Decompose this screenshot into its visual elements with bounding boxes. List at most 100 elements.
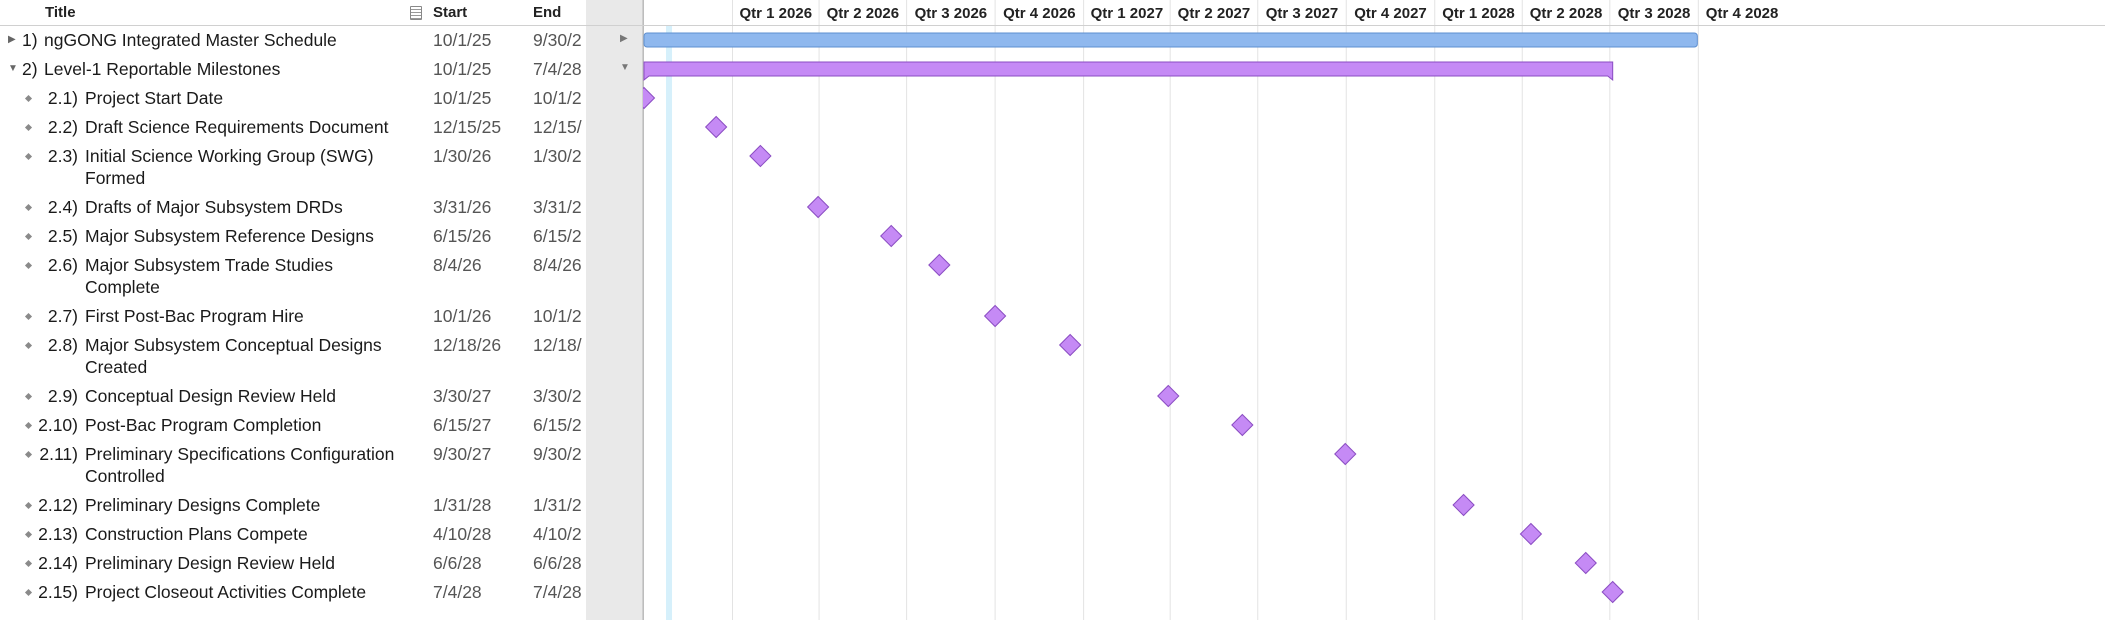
- milestone-diamond[interactable]: [806, 195, 830, 219]
- task-number: 2.6): [47, 255, 78, 275]
- task-title[interactable]: Post-Bac Program Completion: [85, 415, 322, 435]
- task-title[interactable]: Major Subsystem Trade Studies Complete: [85, 255, 334, 297]
- task-title[interactable]: Initial Science Working Group (SWG) Form…: [85, 146, 374, 188]
- task-title[interactable]: Major Subsystem Reference Designs: [85, 226, 374, 246]
- task-start-date[interactable]: 10/1/26: [433, 306, 492, 326]
- task-start-date[interactable]: 10/1/25: [433, 59, 492, 79]
- task-start-date[interactable]: 1/31/28: [433, 495, 492, 515]
- task-end-date[interactable]: 1/30/2: [533, 146, 582, 166]
- column-header-start[interactable]: Start: [433, 4, 468, 21]
- milestone-diamond[interactable]: [1601, 580, 1624, 604]
- task-end-date[interactable]: 9/30/2: [533, 30, 582, 50]
- task-start-date[interactable]: 3/30/27: [433, 386, 492, 406]
- quarter-label: Qtr 3 2027: [1266, 5, 1339, 22]
- outline-gantt-divider[interactable]: ▶ ▼: [586, 0, 643, 620]
- task-title[interactable]: ngGONG Integrated Master Schedule: [44, 30, 337, 50]
- task-start-date[interactable]: 1/30/26: [433, 146, 492, 166]
- milestone-diamond[interactable]: [928, 253, 951, 277]
- task-start-date[interactable]: 6/15/27: [433, 415, 492, 435]
- task-number: 2.14): [38, 553, 78, 573]
- task-number: 2.3): [47, 146, 78, 166]
- row-bullet-icon: [24, 530, 33, 539]
- task-number: 2.13): [38, 524, 78, 544]
- task-title[interactable]: Draft Science Requirements Document: [85, 117, 389, 137]
- task-number: 2.5): [47, 226, 78, 246]
- milestone-diamond[interactable]: [1231, 413, 1254, 437]
- milestone-diamond[interactable]: [983, 304, 1007, 328]
- quarter-label: Qtr 3 2028: [1618, 5, 1691, 22]
- summary-bar[interactable]: [643, 32, 1698, 48]
- gantt-collapse-arrow-icon[interactable]: ▼: [620, 62, 630, 73]
- milestone-diamond[interactable]: [1574, 551, 1597, 575]
- task-number: 2.4): [47, 197, 78, 217]
- task-start-date[interactable]: 8/4/26: [433, 255, 482, 275]
- task-title[interactable]: Construction Plans Compete: [85, 524, 308, 544]
- task-end-date[interactable]: 1/31/2: [533, 495, 582, 515]
- task-end-date[interactable]: 12/15/: [533, 117, 582, 137]
- task-start-date[interactable]: 10/1/25: [433, 30, 492, 50]
- today-marker: [666, 26, 673, 620]
- quarter-label: Qtr 1 2028: [1442, 5, 1515, 22]
- row-bullet-icon: [24, 588, 33, 597]
- milestone-diamond[interactable]: [1452, 493, 1475, 517]
- milestone-diamond[interactable]: [1334, 442, 1357, 466]
- milestone-diamond[interactable]: [643, 86, 656, 110]
- row-bullet-icon: [24, 501, 33, 510]
- task-title[interactable]: Major Subsystem Conceptual Designs Creat…: [85, 335, 382, 377]
- row-bullet-icon: [24, 559, 33, 568]
- milestone-diamond[interactable]: [1519, 522, 1543, 546]
- task-title[interactable]: Drafts of Major Subsystem DRDs: [85, 197, 343, 217]
- milestone-group-bar[interactable]: [643, 61, 1614, 82]
- task-title[interactable]: Project Closeout Activities Complete: [85, 582, 367, 602]
- milestone-diamond[interactable]: [749, 144, 772, 168]
- task-title[interactable]: Preliminary Designs Complete: [85, 495, 321, 515]
- column-header-end[interactable]: End: [533, 4, 562, 21]
- task-start-date[interactable]: 12/18/26: [433, 335, 502, 355]
- milestone-diamond[interactable]: [880, 224, 903, 248]
- task-end-date[interactable]: 4/10/2: [533, 524, 582, 544]
- task-end-date[interactable]: 7/4/28: [533, 582, 582, 602]
- milestone-diamond[interactable]: [1157, 384, 1180, 408]
- task-end-date[interactable]: 6/15/2: [533, 226, 582, 246]
- task-title[interactable]: Preliminary Specifications Configuration…: [85, 444, 395, 486]
- task-number: 1): [22, 30, 38, 50]
- task-end-date[interactable]: 12/18/: [533, 335, 582, 355]
- task-end-date[interactable]: 8/4/26: [533, 255, 582, 275]
- task-start-date[interactable]: 9/30/27: [433, 444, 492, 464]
- quarter-label: Qtr 4 2026: [1003, 5, 1076, 22]
- task-start-date[interactable]: 3/31/26: [433, 197, 492, 217]
- task-end-date[interactable]: 7/4/28: [533, 59, 582, 79]
- task-start-date[interactable]: 6/6/28: [433, 553, 482, 573]
- task-start-date[interactable]: 10/1/25: [433, 88, 492, 108]
- task-start-date[interactable]: 4/10/28: [433, 524, 492, 544]
- notes-column-icon[interactable]: [410, 6, 422, 20]
- row-bullet-icon: [24, 94, 33, 103]
- collapse-triangle-icon[interactable]: ▼: [8, 63, 18, 74]
- task-end-date[interactable]: 9/30/2: [533, 444, 582, 464]
- task-end-date[interactable]: 10/1/2: [533, 306, 582, 326]
- expand-triangle-icon[interactable]: ▶: [8, 34, 16, 45]
- quarter-label: Qtr 4 2027: [1354, 5, 1427, 22]
- task-start-date[interactable]: 12/15/25: [433, 117, 502, 137]
- task-end-date[interactable]: 6/6/28: [533, 553, 582, 573]
- quarter-label: Qtr 2 2026: [827, 5, 900, 22]
- task-start-date[interactable]: 7/4/28: [433, 582, 482, 602]
- task-start-date[interactable]: 6/15/26: [433, 226, 492, 246]
- column-header-title[interactable]: Title: [45, 4, 76, 21]
- milestone-diamond[interactable]: [1058, 333, 1082, 357]
- milestone-diamond[interactable]: [704, 115, 728, 139]
- task-end-date[interactable]: 3/30/2: [533, 386, 582, 406]
- task-end-date[interactable]: 3/31/2: [533, 197, 582, 217]
- row-bullet-icon: [24, 450, 33, 459]
- gantt-expand-arrow-icon[interactable]: ▶: [620, 33, 628, 44]
- task-end-date[interactable]: 6/15/2: [533, 415, 582, 435]
- task-title[interactable]: Conceptual Design Review Held: [85, 386, 336, 406]
- task-title[interactable]: Preliminary Design Review Held: [85, 553, 335, 573]
- row-bullet-icon: [24, 203, 33, 212]
- task-title[interactable]: First Post-Bac Program Hire: [85, 306, 304, 326]
- task-title[interactable]: Level-1 Reportable Milestones: [44, 59, 281, 79]
- task-end-date[interactable]: 10/1/2: [533, 88, 582, 108]
- task-title[interactable]: Project Start Date: [85, 88, 224, 108]
